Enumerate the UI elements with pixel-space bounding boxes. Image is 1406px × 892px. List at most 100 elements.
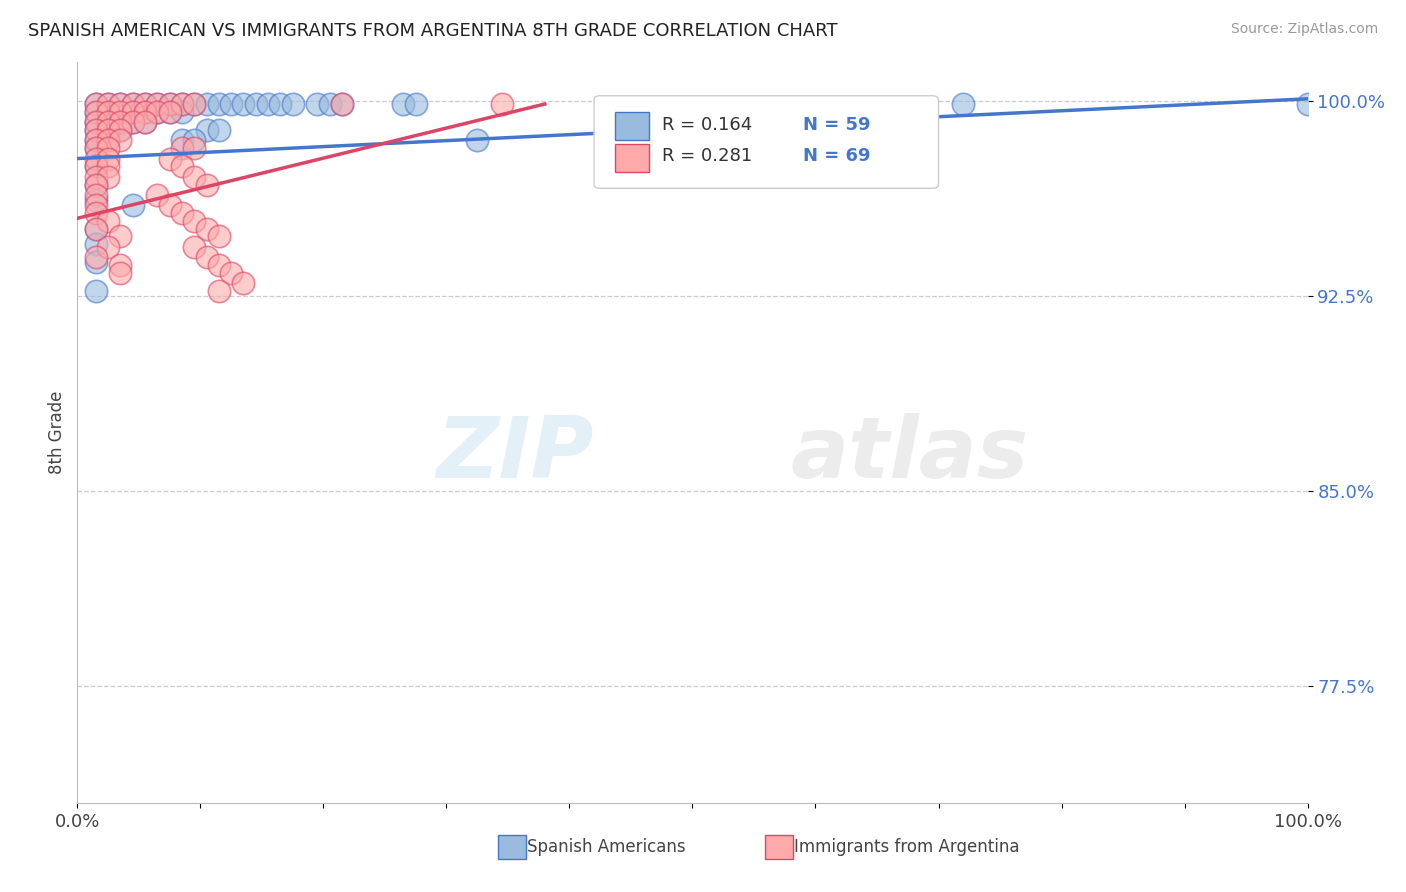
Point: [170, 133, 193, 147]
Point: [269, 97, 291, 112]
Point: [146, 104, 169, 119]
Point: [110, 104, 132, 119]
Text: Immigrants from Argentina: Immigrants from Argentina: [794, 838, 1019, 856]
Point: [146, 188, 169, 202]
Bar: [614, 112, 650, 140]
Point: [170, 141, 193, 155]
Point: [84, 255, 107, 269]
Point: [97, 104, 120, 119]
Point: [195, 178, 218, 192]
Text: ZIP: ZIP: [436, 413, 595, 496]
Point: [183, 97, 205, 112]
Point: [84, 169, 107, 184]
Point: [159, 97, 181, 112]
Point: [170, 206, 193, 220]
Point: [742, 128, 765, 143]
Text: atlas: atlas: [792, 413, 1029, 496]
Text: Source: ZipAtlas.com: Source: ZipAtlas.com: [1230, 22, 1378, 37]
Point: [159, 104, 181, 119]
Point: [257, 97, 280, 112]
Point: [110, 97, 132, 112]
Point: [146, 97, 169, 112]
Point: [134, 115, 156, 129]
Point: [170, 97, 193, 112]
Point: [84, 221, 107, 235]
Point: [97, 240, 120, 254]
Point: [146, 104, 169, 119]
Point: [84, 141, 107, 155]
Point: [318, 97, 340, 112]
Point: [195, 123, 218, 137]
Point: [232, 277, 254, 291]
Point: [84, 237, 107, 252]
Text: N = 59: N = 59: [803, 116, 870, 134]
Point: [84, 133, 107, 147]
Point: [183, 214, 205, 228]
Point: [110, 115, 132, 129]
Point: [110, 115, 132, 129]
Point: [84, 123, 107, 137]
Point: [392, 97, 415, 112]
Text: N = 69: N = 69: [803, 147, 870, 165]
Point: [110, 229, 132, 244]
Point: [134, 104, 156, 119]
Point: [183, 240, 205, 254]
Point: [97, 123, 120, 137]
Point: [121, 97, 143, 112]
Point: [84, 115, 107, 129]
Point: [84, 152, 107, 166]
Point: [97, 169, 120, 184]
Y-axis label: 8th Grade: 8th Grade: [48, 391, 66, 475]
Point: [208, 229, 231, 244]
Point: [121, 115, 143, 129]
Point: [195, 97, 218, 112]
Point: [84, 104, 107, 119]
Point: [84, 159, 107, 173]
Point: [84, 97, 107, 112]
Point: [183, 97, 205, 112]
Point: [183, 169, 205, 184]
Point: [134, 97, 156, 112]
Point: [121, 97, 143, 112]
Point: [121, 104, 143, 119]
Text: R = 0.281: R = 0.281: [662, 147, 752, 165]
Point: [84, 221, 107, 235]
Point: [84, 284, 107, 298]
Point: [97, 159, 120, 173]
Point: [330, 97, 353, 112]
Point: [84, 133, 107, 147]
Text: R = 0.164: R = 0.164: [662, 116, 752, 134]
Point: [159, 152, 181, 166]
Point: [245, 97, 267, 112]
Point: [84, 159, 107, 173]
Point: [84, 104, 107, 119]
Text: Spanish Americans: Spanish Americans: [527, 838, 686, 856]
Point: [465, 133, 488, 147]
Point: [97, 115, 120, 129]
Point: [952, 97, 974, 112]
Point: [97, 97, 120, 112]
Point: [84, 250, 107, 264]
Point: [97, 123, 120, 137]
Point: [183, 141, 205, 155]
Point: [159, 198, 181, 212]
Point: [97, 104, 120, 119]
Bar: [614, 144, 650, 172]
Point: [110, 123, 132, 137]
Point: [110, 104, 132, 119]
Point: [170, 97, 193, 112]
Point: [121, 198, 143, 212]
Point: [97, 133, 120, 147]
Point: [281, 97, 304, 112]
Point: [121, 115, 143, 129]
Point: [195, 250, 218, 264]
Point: [219, 266, 242, 280]
Point: [208, 284, 231, 298]
Point: [97, 214, 120, 228]
Point: [208, 258, 231, 272]
Point: [84, 97, 107, 112]
Point: [84, 115, 107, 129]
Point: [97, 97, 120, 112]
Point: [97, 133, 120, 147]
Point: [307, 97, 329, 112]
